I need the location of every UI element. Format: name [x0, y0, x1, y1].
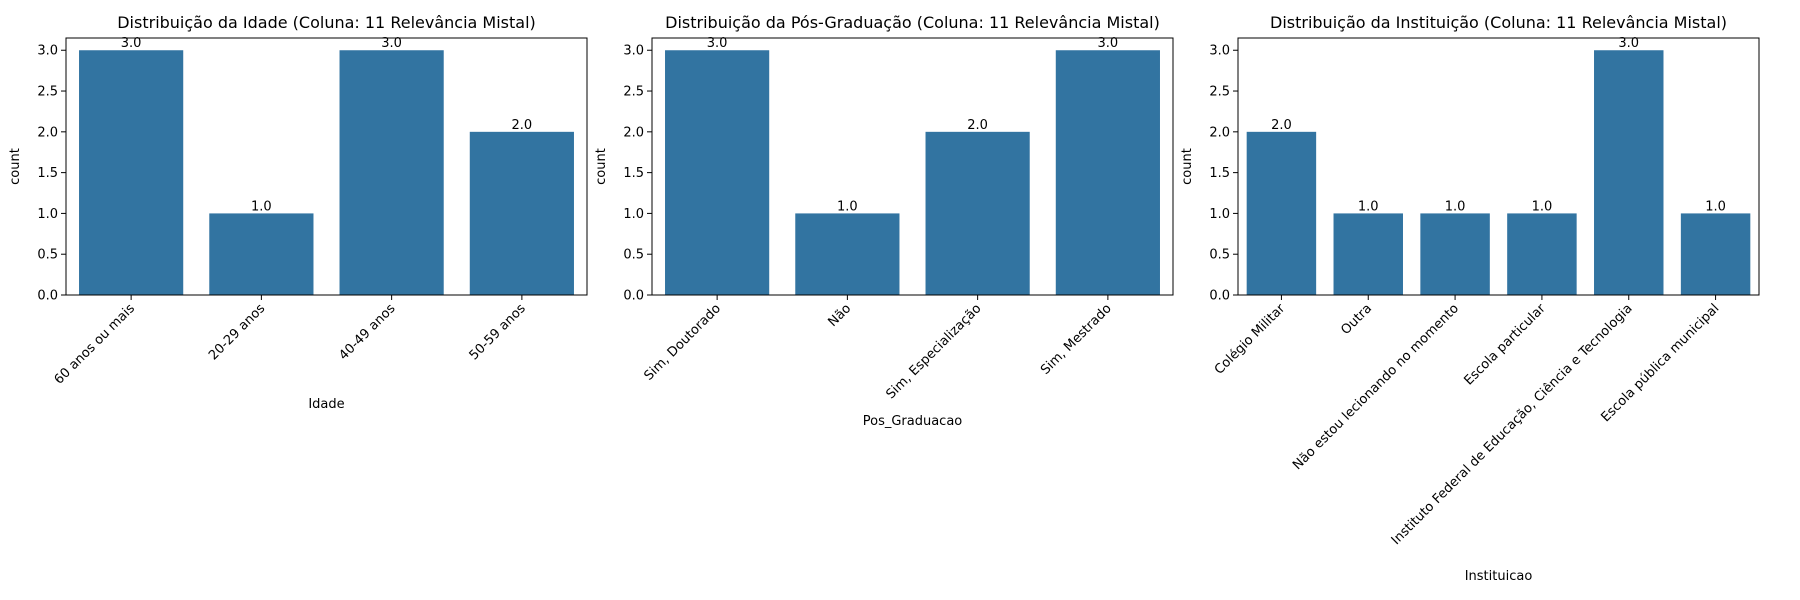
- axes-frame: [651, 37, 1174, 296]
- chart-title: Distribuição da Idade (Coluna: 11 Relevâ…: [117, 13, 536, 32]
- y-tick-label: 2.0: [623, 125, 644, 140]
- data-label: 1.0: [1445, 199, 1466, 214]
- data-label: 2.0: [1271, 118, 1292, 133]
- bar: [1507, 213, 1577, 295]
- y-tick-label: 1.5: [1209, 166, 1230, 181]
- bar: [469, 131, 574, 295]
- y-axis-label: count: [1180, 148, 1195, 185]
- bar: [1333, 213, 1403, 295]
- bar: [795, 213, 900, 295]
- y-tick-label: 0.5: [623, 248, 644, 263]
- data-label: 2.0: [967, 118, 988, 133]
- y-tick-label: 1.5: [623, 166, 644, 181]
- data-label: 1.0: [251, 199, 272, 214]
- data-label: 1.0: [1705, 199, 1726, 214]
- y-tick-label: 0.5: [37, 248, 58, 263]
- bar: [1055, 50, 1160, 295]
- x-axis-label: Pos_Graduacao: [863, 414, 963, 429]
- x-axis-label: Instituicao: [1465, 569, 1533, 584]
- bar: [209, 213, 314, 295]
- y-tick-label: 0.5: [1209, 248, 1230, 263]
- y-tick-label: 1.0: [37, 207, 58, 222]
- y-tick-label: 3.0: [37, 44, 58, 59]
- x-axis-label: Idade: [308, 397, 344, 412]
- y-tick-label: 1.0: [623, 207, 644, 222]
- y-axis-label: count: [594, 148, 609, 185]
- bar: [1246, 131, 1317, 295]
- data-label: 3.0: [707, 36, 728, 51]
- data-label: 3.0: [381, 36, 402, 51]
- data-label: 1.0: [1358, 199, 1379, 214]
- axes-frame: [65, 37, 588, 296]
- y-tick-label: 2.5: [623, 85, 644, 100]
- data-label: 3.0: [1098, 36, 1119, 51]
- bar: [925, 131, 1030, 295]
- bar: [1594, 50, 1664, 295]
- data-label: 2.0: [512, 118, 533, 133]
- y-tick-label: 0.0: [37, 289, 58, 304]
- chart-title: Distribuição da Pós-Graduação (Coluna: 1…: [665, 13, 1160, 32]
- y-axis-label: count: [8, 148, 23, 185]
- y-tick-label: 1.0: [1209, 207, 1230, 222]
- data-label: 3.0: [1618, 36, 1639, 51]
- axes-frame: [1237, 37, 1760, 296]
- data-label: 1.0: [837, 199, 858, 214]
- y-tick-label: 2.0: [1209, 125, 1230, 140]
- data-label: 3.0: [121, 36, 142, 51]
- y-tick-label: 0.0: [1209, 289, 1230, 304]
- y-tick-label: 3.0: [623, 44, 644, 59]
- y-tick-label: 2.5: [37, 85, 58, 100]
- y-tick-label: 0.0: [623, 289, 644, 304]
- y-tick-label: 3.0: [1209, 44, 1230, 59]
- data-label: 1.0: [1532, 199, 1553, 214]
- bar: [339, 50, 444, 295]
- bar: [79, 50, 184, 295]
- bar: [665, 50, 770, 295]
- y-tick-label: 1.5: [37, 166, 58, 181]
- bar: [1420, 213, 1490, 295]
- bar: [1680, 213, 1751, 295]
- y-tick-label: 2.5: [1209, 85, 1230, 100]
- y-tick-label: 2.0: [37, 125, 58, 140]
- chart-title: Distribuição da Instituição (Coluna: 11 …: [1270, 13, 1727, 32]
